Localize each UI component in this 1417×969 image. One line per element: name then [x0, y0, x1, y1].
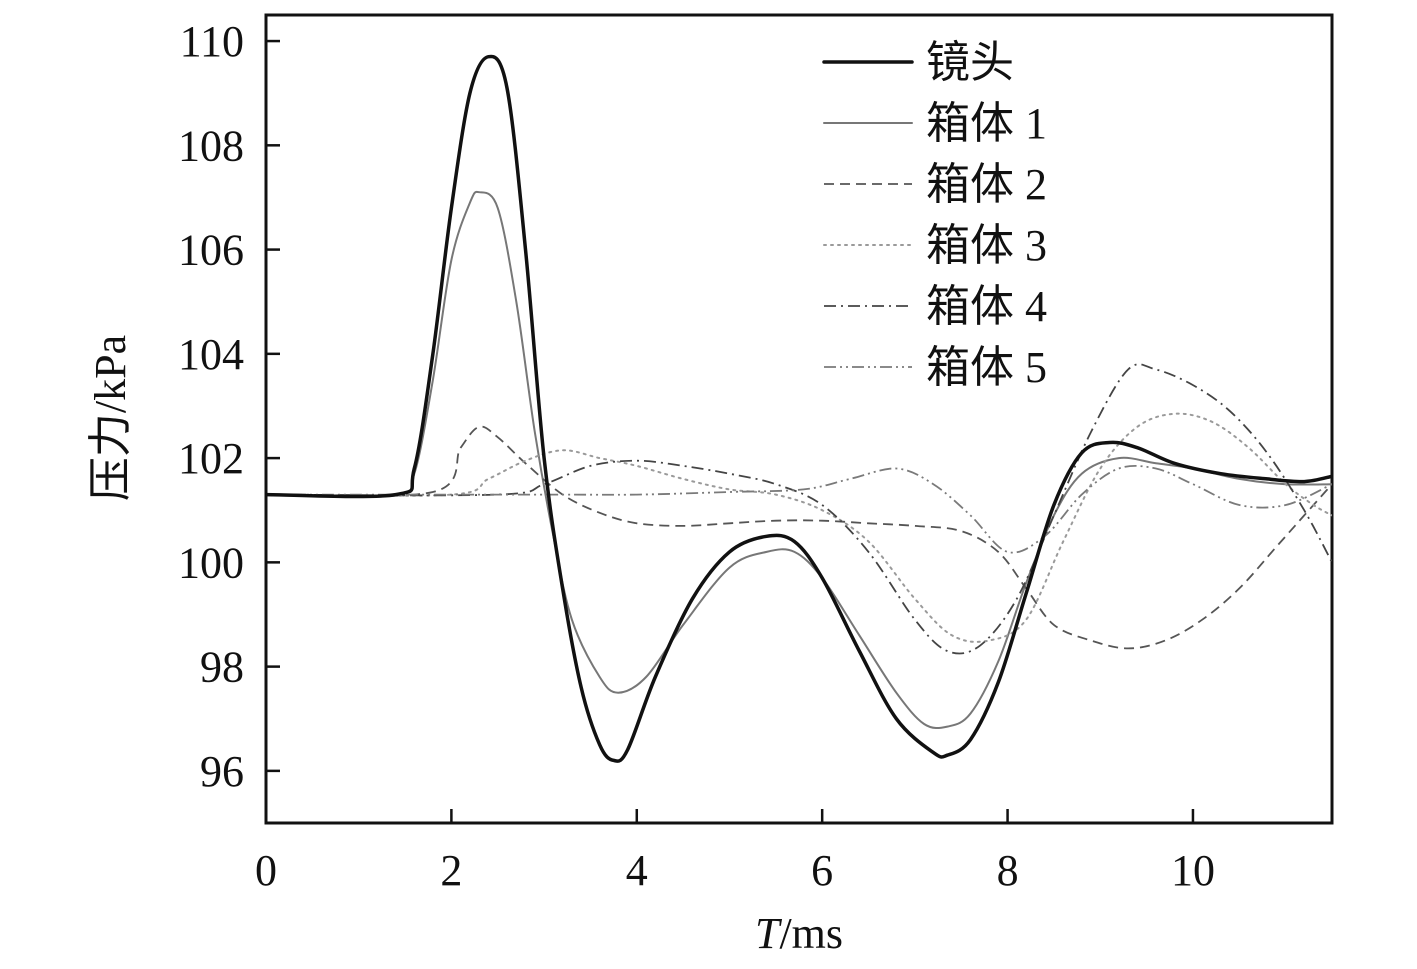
x-tick-label: 4 [626, 846, 648, 895]
y-axis-title: 压力/kPa [86, 335, 135, 501]
series-line-3 [266, 425, 1332, 650]
y-tick-label: 100 [178, 538, 244, 587]
y-tick-label: 96 [200, 747, 244, 796]
y-tick-label: 98 [200, 643, 244, 692]
x-tick-label: 6 [811, 846, 833, 895]
y-tick-label: 110 [180, 17, 244, 66]
x-axis-title: T/ms [755, 909, 843, 958]
legend-label-1: 镜头 [926, 38, 1014, 87]
plot-frame [264, 13, 1334, 825]
series-line-5 [266, 363, 1332, 655]
y-tick-label: 102 [178, 434, 244, 483]
legend-label-4: 箱体 3 [926, 221, 1047, 270]
y-tick-label: 106 [178, 226, 244, 275]
x-axis-ticks: 0 2 4 6 8 10 [255, 809, 1215, 895]
x-tick-label: 0 [255, 846, 277, 895]
x-tick-label: 8 [997, 846, 1019, 895]
legend-label-6: 箱体 5 [926, 343, 1047, 392]
y-tick-label: 108 [178, 121, 244, 170]
series-line-2 [266, 190, 1332, 730]
x-tick-label: 2 [440, 846, 462, 895]
x-tick-label: 10 [1171, 846, 1215, 895]
series-line-1 [266, 54, 1332, 763]
x-axis-title-variable: T [755, 909, 783, 958]
legend-label-5: 箱体 4 [926, 282, 1047, 331]
y-tick-label: 104 [178, 330, 244, 379]
legend-label-3: 箱体 2 [926, 160, 1047, 209]
series-line-6 [266, 465, 1332, 554]
x-axis-title-unit: /ms [779, 909, 843, 958]
series-line-4 [266, 412, 1332, 643]
series-lines [266, 54, 1332, 763]
y-axis-ticks: 96 98 100 102 104 106 108 110 [178, 17, 280, 796]
legend-label-2: 箱体 1 [926, 99, 1047, 148]
